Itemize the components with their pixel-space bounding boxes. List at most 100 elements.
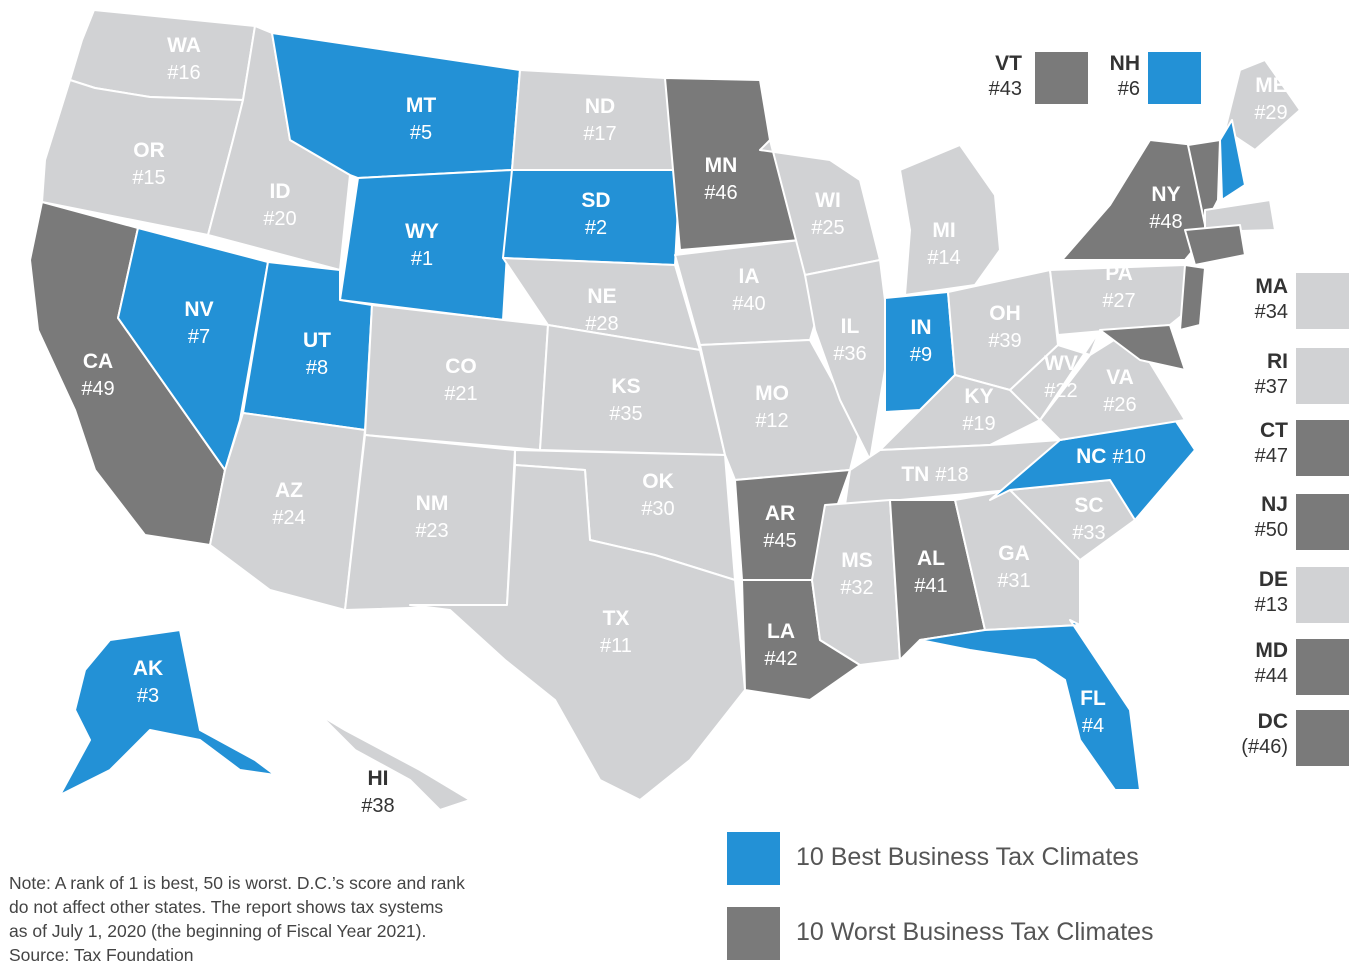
note-line-3: as of July 1, 2020 (the beginning of Fis… [9, 921, 427, 941]
state-code-tx: TX [603, 607, 630, 630]
state-code-mt: MT [406, 94, 436, 117]
small-state-swatch-ct [1296, 420, 1349, 476]
small-state-swatch-dc [1296, 710, 1349, 766]
small-state-rank-ma: #34 [1255, 301, 1288, 323]
state-shape-nd [511, 69, 681, 171]
state-rank-sc: #33 [1072, 522, 1105, 544]
state-shape-wa [69, 9, 256, 101]
small-state-rank-ct: #47 [1255, 445, 1288, 467]
state-rank-hi: #38 [361, 795, 394, 817]
small-state-rank-vt: #43 [989, 78, 1022, 100]
state-rank-ca: #49 [81, 378, 114, 400]
state-code-id: ID [270, 180, 291, 203]
state-rank-wv: #22 [1044, 380, 1077, 402]
state-rank-nd: #17 [583, 123, 616, 145]
small-state-swatch-md [1296, 639, 1349, 695]
small-state-rank-ri: #37 [1255, 376, 1288, 398]
state-code-hi: HI [368, 767, 389, 790]
state-shape-tx [409, 464, 746, 801]
small-state-code-nh: NH [1110, 52, 1140, 75]
state-rank: #18 [935, 464, 968, 486]
small-state-code-ct: CT [1260, 419, 1288, 442]
state-code-ga: GA [998, 542, 1030, 565]
state-rank-ga: #31 [997, 570, 1030, 592]
small-state-code-de: DE [1259, 568, 1288, 591]
state-code-wv: WV [1044, 352, 1078, 375]
state-rank-ut: #8 [306, 357, 328, 379]
state-rank-az: #24 [272, 507, 305, 529]
state-rank-mn: #46 [704, 182, 737, 204]
small-state-code-dc: DC [1258, 710, 1288, 733]
state-code-in: IN [911, 316, 932, 339]
state-rank-wi: #25 [811, 217, 844, 239]
legend-worst-swatch [727, 907, 780, 960]
state-code-wa: WA [167, 34, 201, 57]
state-rank-mi: #14 [927, 247, 960, 269]
state-code-me: ME [1255, 74, 1287, 97]
small-state-code-vt: VT [995, 52, 1022, 75]
state-rank-ks: #35 [609, 403, 642, 425]
footnote: Note: A rank of 1 is best, 50 is worst. … [9, 871, 569, 967]
small-state-code-md: MD [1255, 639, 1288, 662]
state-shape-wy [339, 169, 513, 321]
state-shape-ak [59, 629, 276, 796]
state-code-nd: ND [585, 95, 615, 118]
state-shape-ma [1204, 199, 1276, 233]
state-rank-ar: #45 [763, 530, 796, 552]
state-shape-mi [899, 144, 1001, 296]
state-label-tn: TN #18 [901, 463, 968, 486]
state-code-ak: AK [133, 657, 163, 680]
state-rank-ak: #3 [137, 685, 159, 707]
state-rank-al: #41 [914, 575, 947, 597]
small-state-swatch-ri [1296, 348, 1349, 404]
small-state-code-ma: MA [1255, 275, 1288, 298]
small-state-code-nj: NJ [1261, 493, 1288, 516]
state-rank-fl: #4 [1082, 715, 1104, 737]
state-code-ny: NY [1151, 183, 1180, 206]
state-shape-ct [1184, 224, 1246, 266]
state-code-ar: AR [765, 502, 795, 525]
state-rank-va: #26 [1103, 394, 1136, 416]
state-rank-ia: #40 [732, 293, 765, 315]
state-rank-ny: #48 [1149, 211, 1182, 233]
state-shape-me [1224, 59, 1301, 151]
state-rank-id: #20 [263, 208, 296, 230]
state-rank-wy: #1 [411, 248, 433, 270]
state-code-ky: KY [964, 385, 993, 408]
state-rank-ky: #19 [962, 413, 995, 435]
small-state-keys: VT #43 NH #6 MA #34 RI #37 CT #47 NJ #50 DE #13 MD #44 D… [989, 52, 1349, 766]
state-rank-in: #9 [910, 344, 932, 366]
state-shapes [29, 9, 1301, 811]
state-rank-sd: #2 [585, 217, 607, 239]
state-shape-hi [319, 714, 471, 811]
state-code-mn: MN [705, 154, 738, 177]
state-rank-me: #29 [1254, 102, 1287, 124]
state-shape-vt [1187, 139, 1221, 226]
state-rank-or: #15 [132, 167, 165, 189]
state-rank-ne: #28 [585, 313, 618, 335]
state-rank-pa: #27 [1102, 290, 1135, 312]
small-state-swatch-nh [1148, 52, 1201, 104]
state-label-nc: NC #10 [1076, 445, 1146, 468]
state-code-ne: NE [587, 285, 616, 308]
state-code-fl: FL [1080, 687, 1106, 710]
small-state-rank-md: #44 [1255, 665, 1288, 687]
state-code-va: VA [1106, 366, 1134, 389]
state-rank-tx: #11 [600, 635, 632, 657]
state-shape-va [1039, 329, 1186, 441]
state-code-mo: MO [755, 382, 789, 405]
state-code-wy: WY [405, 220, 439, 243]
state-code-la: LA [767, 620, 795, 643]
small-state-rank-nj: #50 [1255, 519, 1288, 541]
state-rank-wa: #16 [167, 62, 200, 84]
note-line-1: Note: A rank of 1 is best, 50 is worst. … [9, 873, 465, 893]
state-code-nv: NV [184, 298, 213, 321]
state-rank-nm: #23 [415, 520, 448, 542]
state-code: NC [1076, 445, 1106, 468]
state-rank-oh: #39 [988, 330, 1021, 352]
state-code-ca: CA [83, 350, 113, 373]
state-rank-mo: #12 [755, 410, 788, 432]
state-code-ia: IA [739, 265, 760, 288]
small-state-code-ri: RI [1267, 350, 1288, 373]
